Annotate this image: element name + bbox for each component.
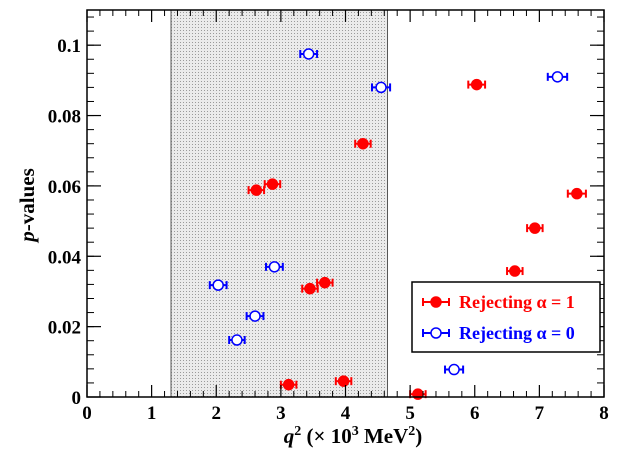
x-tick-label: 0 bbox=[82, 403, 92, 424]
data-point bbox=[467, 78, 487, 91]
data-point bbox=[316, 276, 334, 289]
legend-label-series-2: Rejecting α = 0 bbox=[459, 323, 575, 343]
series-2 bbox=[208, 48, 569, 376]
shaded-region bbox=[170, 9, 389, 398]
x-tick-label: 2 bbox=[212, 403, 222, 424]
point-marker bbox=[268, 261, 281, 273]
data-point bbox=[526, 222, 544, 234]
point-marker bbox=[319, 276, 331, 289]
x-tick-label: 4 bbox=[341, 403, 351, 424]
x-tick-label: 3 bbox=[276, 403, 286, 424]
legend-label-series-1: Rejecting α = 1 bbox=[459, 292, 575, 312]
y-axis-title: p-values bbox=[15, 168, 39, 244]
legend: Rejecting α = 1 Rejecting α = 0 bbox=[411, 281, 601, 353]
point-marker bbox=[250, 184, 263, 196]
data-point bbox=[208, 279, 228, 291]
data-point bbox=[354, 137, 372, 150]
point-marker bbox=[266, 178, 279, 190]
legend-marker-series-2 bbox=[422, 327, 450, 339]
data-point bbox=[444, 363, 465, 376]
data-point bbox=[506, 265, 524, 277]
data-point bbox=[334, 375, 353, 387]
data-point bbox=[265, 261, 284, 273]
y-tick-label: 0.02 bbox=[48, 318, 81, 339]
point-marker bbox=[375, 81, 387, 94]
point-marker bbox=[337, 375, 350, 387]
point-marker bbox=[470, 78, 483, 91]
x-tick-label: 8 bbox=[599, 403, 609, 424]
data-point bbox=[566, 187, 587, 200]
data-point bbox=[228, 334, 246, 346]
data-point bbox=[245, 310, 265, 322]
x-tick-label: 6 bbox=[470, 403, 480, 424]
data-point bbox=[299, 48, 319, 60]
point-marker bbox=[249, 310, 261, 322]
point-marker bbox=[212, 279, 224, 291]
x-tick-label: 1 bbox=[147, 403, 157, 424]
y-tick-label: 0.06 bbox=[48, 177, 81, 198]
data-point bbox=[370, 81, 392, 94]
point-marker bbox=[551, 71, 564, 83]
y-tick-label: 0.04 bbox=[48, 247, 82, 268]
point-marker bbox=[448, 363, 460, 376]
legend-box bbox=[411, 281, 601, 353]
y-tick-label: 0 bbox=[72, 388, 82, 409]
point-marker bbox=[571, 187, 583, 200]
point-marker bbox=[231, 334, 243, 346]
y-tick-label: 0.08 bbox=[48, 107, 81, 128]
data-point bbox=[279, 378, 298, 391]
x-axis-title: q2 (× 103 MeV2) bbox=[284, 424, 423, 448]
data-point bbox=[263, 178, 282, 190]
x-tick-label: 5 bbox=[405, 403, 415, 424]
point-marker bbox=[302, 48, 315, 60]
point-marker bbox=[282, 378, 295, 391]
point-marker bbox=[357, 137, 369, 150]
point-marker bbox=[509, 265, 521, 277]
data-point bbox=[247, 184, 266, 196]
legend-marker-series-1 bbox=[422, 296, 450, 308]
y-tick-label: 0.1 bbox=[57, 36, 81, 57]
data-point bbox=[546, 71, 569, 83]
point-marker bbox=[304, 282, 316, 295]
x-tick-label: 7 bbox=[535, 403, 545, 424]
point-marker bbox=[529, 222, 541, 234]
